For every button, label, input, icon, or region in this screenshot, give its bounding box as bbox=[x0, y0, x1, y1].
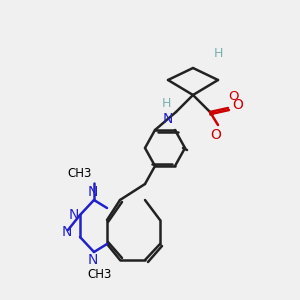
Text: O: O bbox=[232, 98, 243, 112]
Text: N: N bbox=[163, 112, 173, 126]
Text: N: N bbox=[69, 208, 79, 222]
Text: N: N bbox=[88, 253, 98, 267]
Text: CH3: CH3 bbox=[68, 167, 92, 180]
Text: O: O bbox=[211, 128, 221, 142]
Text: CH3: CH3 bbox=[88, 268, 112, 281]
Text: N: N bbox=[61, 225, 72, 239]
Text: N: N bbox=[88, 185, 98, 199]
Text: H: H bbox=[213, 47, 223, 60]
Text: H: H bbox=[162, 97, 171, 110]
Text: O: O bbox=[228, 90, 238, 103]
